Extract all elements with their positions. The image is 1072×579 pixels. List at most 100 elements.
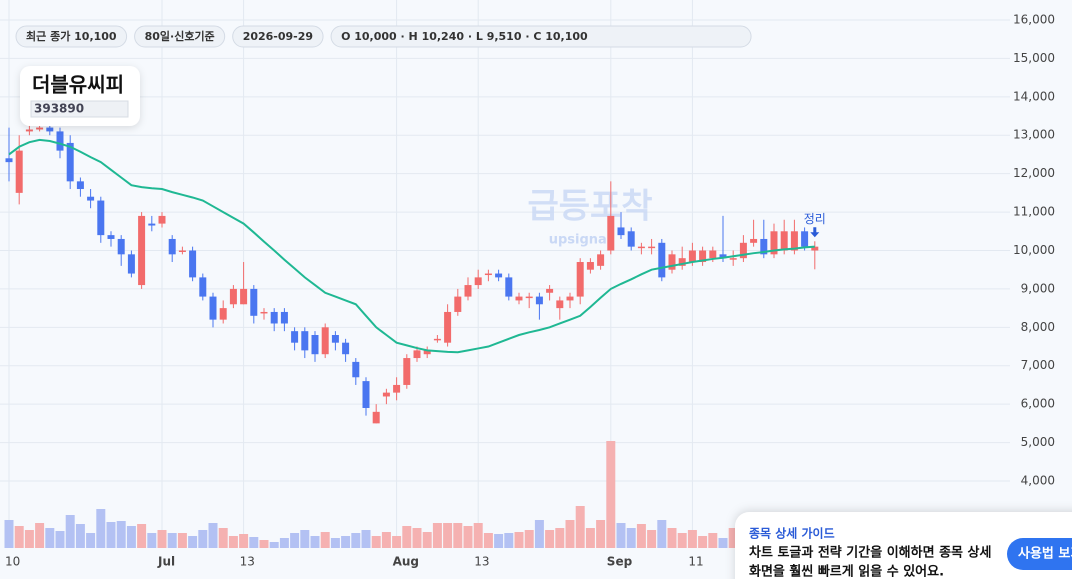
volume-bar: [728, 528, 738, 548]
guide-text: 화면을 훨씬 빠르게 읽을 수 있어요.: [749, 564, 944, 579]
volume-bar: [147, 533, 157, 548]
volume-bar: [412, 528, 422, 548]
candle-body: [464, 285, 472, 297]
volume-bar: [463, 526, 473, 548]
candle-body: [25, 129, 33, 132]
volume-bar: [208, 523, 218, 548]
chip-label: O 10,000 · H 10,240 · L 9,510 · C 10,100: [341, 30, 588, 43]
candle-body: [474, 277, 482, 286]
volume-bar: [381, 532, 391, 548]
volume-bar: [443, 523, 453, 548]
candle-body: [535, 296, 543, 305]
volume-bar: [565, 520, 575, 548]
volume-bar: [494, 534, 504, 548]
candle-body: [801, 231, 809, 247]
candle-body: [484, 273, 492, 276]
candle-body: [240, 288, 248, 305]
volume-bar: [432, 523, 442, 548]
volume-bar: [647, 530, 657, 548]
chip-bg: [15, 25, 128, 48]
candle-body: [770, 231, 778, 255]
volume-bar: [228, 536, 238, 548]
volume-bar: [351, 533, 361, 548]
candle-body: [760, 238, 768, 255]
guide-button-label[interactable]: 사용법 보기: [1018, 546, 1072, 562]
code-box: [30, 100, 129, 118]
candle-body: [372, 411, 380, 424]
volume-bar: [330, 538, 340, 548]
y-tick-label: 5,000: [1021, 435, 1055, 449]
candle-body: [56, 131, 64, 151]
volume-bar: [75, 524, 85, 548]
candle-body: [515, 296, 523, 301]
volume-bar: [86, 533, 96, 548]
volume-bar: [636, 524, 646, 548]
candle-body: [352, 361, 360, 378]
volume-bar: [687, 530, 697, 548]
candle-body: [158, 215, 166, 224]
x-tick-label: 11: [688, 555, 703, 569]
y-tick-label: 4,000: [1021, 473, 1055, 487]
candle-body: [107, 235, 115, 239]
candle-body: [250, 288, 258, 316]
candle-body: [556, 300, 564, 309]
stock-code: 393890: [34, 102, 84, 116]
candle-body: [117, 238, 125, 255]
y-tick-label: 15,000: [1013, 51, 1055, 65]
x-tick-label: Sep: [607, 555, 633, 569]
candle-body: [199, 277, 207, 297]
candle-body: [413, 350, 421, 359]
candle-body: [790, 231, 798, 251]
volume-bar: [708, 533, 718, 548]
candle-body: [811, 246, 819, 251]
x-tick-label: Jul: [157, 555, 175, 569]
candle-body: [495, 273, 503, 278]
volume-bar: [300, 530, 310, 548]
candle-body: [566, 296, 574, 301]
candle-body: [454, 296, 462, 312]
candle-body: [46, 127, 54, 132]
volume-bar: [157, 530, 167, 548]
volume-bar: [504, 533, 514, 548]
candle-body: [15, 150, 23, 193]
candle-body: [66, 142, 74, 182]
volume-bar: [698, 536, 708, 548]
candle-body: [301, 331, 309, 351]
y-tick-label: 14,000: [1013, 89, 1055, 103]
volume-bar: [218, 528, 228, 548]
volume-bar: [555, 528, 565, 548]
guide-button[interactable]: [1007, 538, 1072, 570]
volume-bar: [667, 528, 677, 548]
y-tick-label: 8,000: [1021, 320, 1055, 334]
volume-bar: [14, 526, 24, 548]
candle-body: [270, 311, 278, 324]
volume-bar: [596, 520, 606, 548]
candle-body: [780, 231, 788, 251]
annotation: 정리: [804, 212, 826, 226]
candle-body: [331, 335, 339, 343]
candle-body: [127, 254, 135, 274]
candle-body: [729, 258, 737, 260]
y-tick-label: 16,000: [1013, 13, 1055, 27]
candle-body: [627, 231, 635, 247]
candle-body: [260, 311, 268, 314]
header-chip: 2026-09-29: [232, 25, 324, 48]
candle-body: [362, 381, 370, 408]
candle-body: [739, 242, 747, 259]
volume-bar: [116, 521, 126, 548]
volume-bar: [96, 509, 106, 548]
watermark-subtitle: upsignal: [549, 233, 612, 248]
header-chip: 80일·신호기준: [134, 25, 226, 48]
volume-bar: [320, 532, 330, 548]
volume-bar: [473, 523, 483, 548]
volume-bar: [24, 530, 34, 548]
y-tick-label: 13,000: [1013, 128, 1055, 142]
volume-bar: [524, 530, 534, 548]
volume-bar: [392, 536, 402, 548]
y-tick-label: 7,000: [1021, 358, 1055, 372]
candle-body: [648, 246, 656, 249]
candle-body: [607, 215, 615, 251]
candle-body: [658, 242, 666, 278]
volume-bar: [239, 534, 249, 548]
